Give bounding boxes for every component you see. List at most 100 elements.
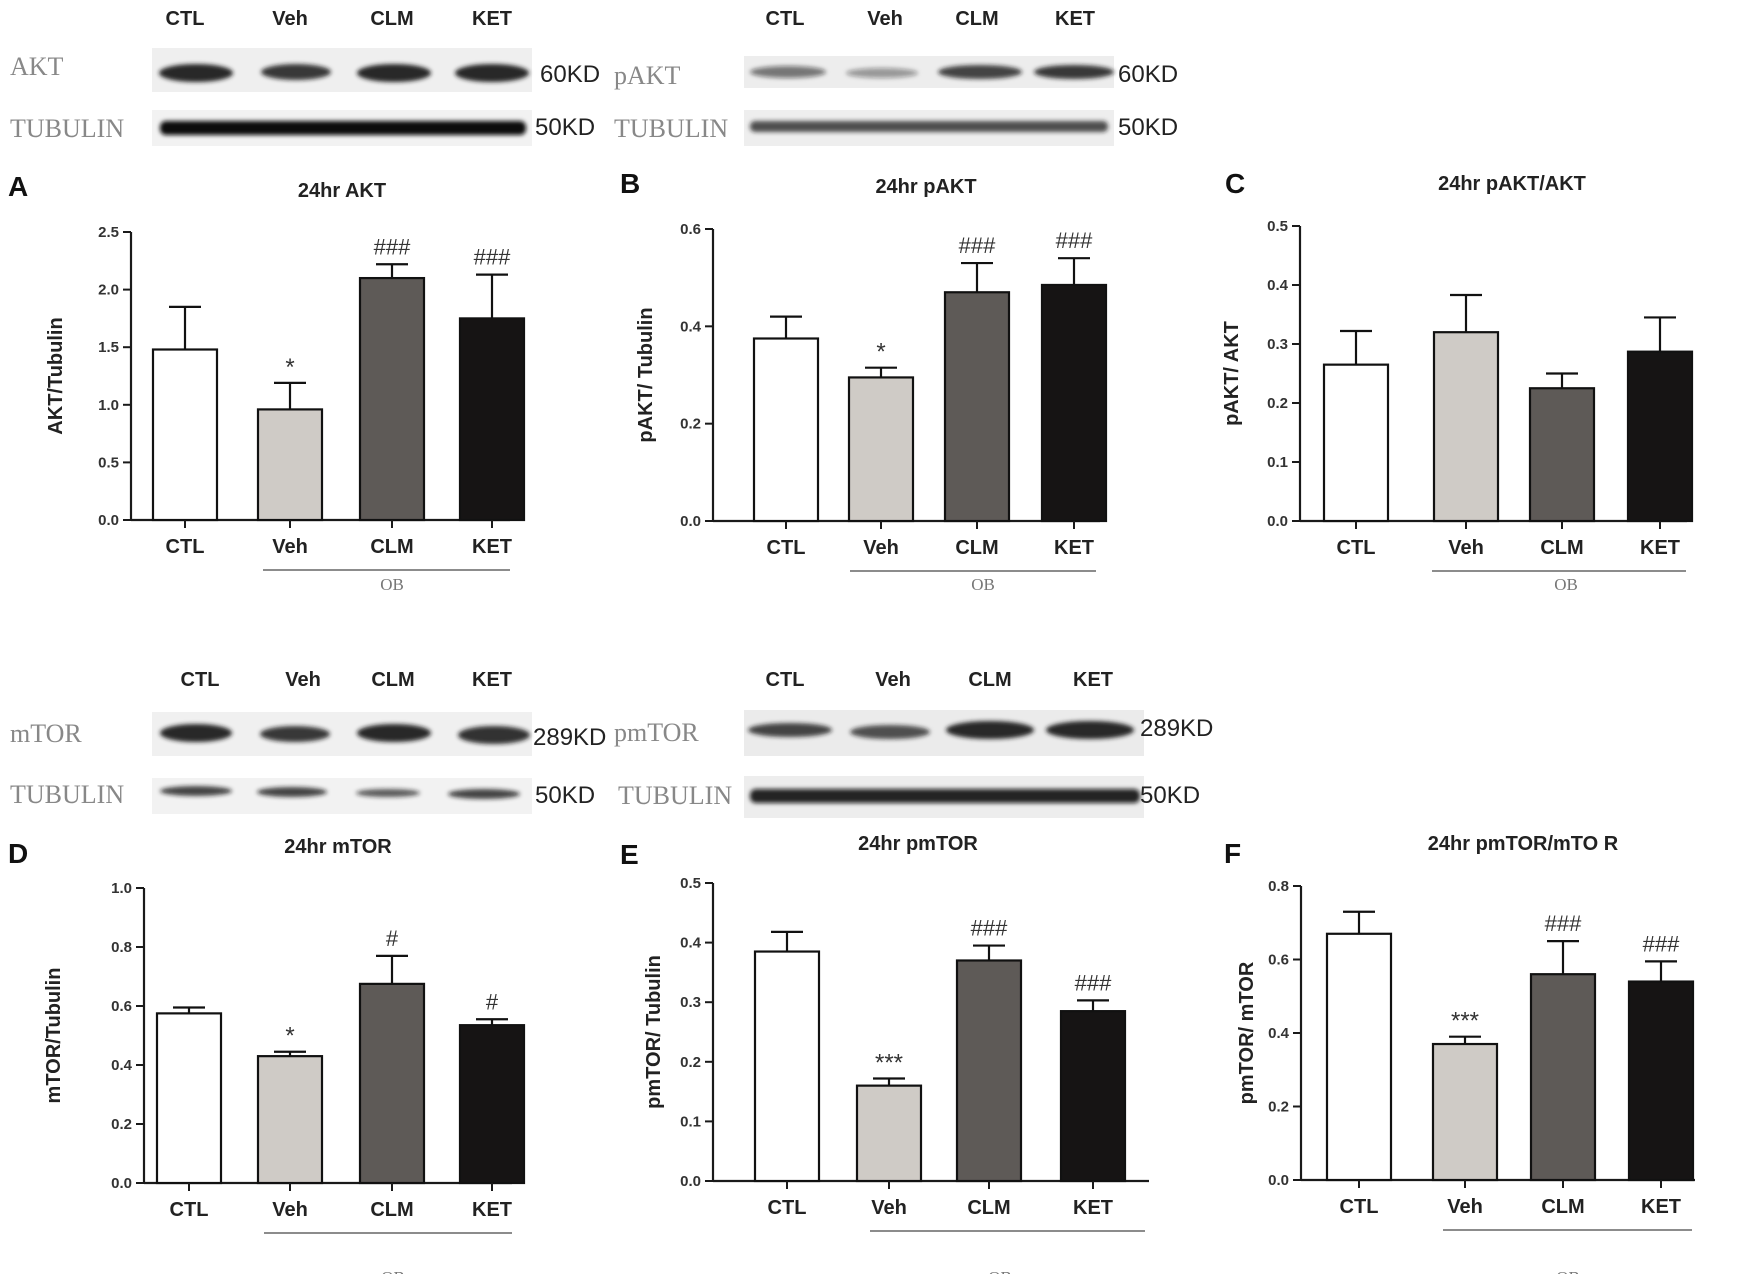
blot-group-label: KET bbox=[472, 669, 512, 691]
y-tick-label: 0.0 bbox=[1268, 1172, 1289, 1189]
blot-size-label: 289KD bbox=[1140, 715, 1213, 742]
x-tick-label: KET bbox=[1640, 537, 1680, 559]
bar-ket bbox=[1059, 1010, 1127, 1183]
bar-ctl bbox=[752, 337, 820, 523]
x-tick-label: KET bbox=[1641, 1196, 1681, 1218]
blot-bands bbox=[748, 721, 1134, 739]
blot-group-label: Veh bbox=[285, 669, 321, 691]
significance-label: ### bbox=[1075, 970, 1112, 995]
bar-veh bbox=[855, 1084, 923, 1183]
y-tick-label: 2.0 bbox=[98, 282, 119, 299]
group-label: OB bbox=[1554, 575, 1578, 594]
x-tick-label: CTL bbox=[768, 1197, 807, 1219]
bar-ctl bbox=[753, 950, 821, 1183]
x-tick-label: CTL bbox=[1337, 537, 1376, 559]
panel-letter: E bbox=[620, 839, 639, 870]
y-tick-label: 0.6 bbox=[680, 221, 701, 238]
bar-veh bbox=[256, 1055, 324, 1185]
x-tick-label: KET bbox=[1073, 1197, 1113, 1219]
blot-protein-label: TUBULIN bbox=[618, 781, 732, 810]
bar-ctl bbox=[1325, 932, 1393, 1182]
blot-size-label: 289KD bbox=[533, 724, 606, 751]
bar-veh bbox=[847, 376, 915, 523]
y-tick-label: 0.1 bbox=[1267, 454, 1288, 471]
bar-clm bbox=[1528, 387, 1596, 523]
significance-label: * bbox=[285, 1023, 294, 1050]
group-label: OB bbox=[988, 1268, 1012, 1274]
blot-group-label: Veh bbox=[272, 8, 308, 30]
x-tick-label: CTL bbox=[1340, 1196, 1379, 1218]
blot-group-label: KET bbox=[1073, 669, 1113, 691]
bar-veh bbox=[256, 408, 324, 522]
y-axis-label: AKT/Tubulin bbox=[45, 317, 67, 434]
y-axis-label: pmTOR/ Tubulin bbox=[643, 955, 665, 1109]
blot-group-label: CLM bbox=[371, 669, 414, 691]
significance-label: *** bbox=[1451, 1008, 1479, 1035]
blot-protein-label: pmTOR bbox=[614, 718, 699, 747]
chart-panel-e: E 24hr pmTOR 0.0 0.1 0.2 0.3 0.4 0.5 pmTOR/ Tubu… bbox=[620, 833, 1149, 1274]
blot-group-label: CLM bbox=[968, 669, 1011, 691]
panel-letter: A bbox=[8, 171, 28, 202]
y-axis-label: pAKT/ AKT bbox=[1221, 321, 1243, 426]
blot-bands bbox=[750, 789, 1140, 803]
y-tick-label: 0.0 bbox=[680, 513, 701, 530]
bar-clm bbox=[1529, 973, 1597, 1182]
significance-label: # bbox=[386, 926, 399, 951]
chart-title: 24hr pAKT bbox=[875, 176, 976, 198]
x-tick-label: CTL bbox=[767, 537, 806, 559]
panel-letter: F bbox=[1224, 838, 1241, 869]
chart-panel-d: D 24hr mTOR 0.0 0.2 0.4 0.6 0.8 1.0 mTOR/Tubulin… bbox=[8, 836, 526, 1274]
chart-title: 24hr pmTOR/mTO R bbox=[1428, 833, 1619, 855]
x-tick-label: KET bbox=[1054, 537, 1094, 559]
blot-block-pmtor: CTL Veh CLM KET pmTOR 289KD TUBULIN 50KD bbox=[614, 669, 1213, 818]
group-label: OB bbox=[380, 575, 404, 594]
blot-size-label: 50KD bbox=[535, 782, 595, 809]
blot-group-label: CLM bbox=[370, 8, 413, 30]
bar-clm bbox=[358, 982, 426, 1185]
y-tick-label: 0.3 bbox=[1267, 336, 1288, 353]
y-tick-label: 0.2 bbox=[680, 1054, 701, 1071]
y-axis-label: pAKT/ Tubulin bbox=[635, 307, 657, 442]
blot-group-label: Veh bbox=[875, 669, 911, 691]
y-tick-label: 0.5 bbox=[680, 875, 701, 892]
blot-protein-label: pAKT bbox=[614, 61, 681, 90]
y-tick-label: 0.8 bbox=[111, 939, 132, 956]
charts-layer: A 24hr AKT0.00.51.01.52.02.5AKT/TubulinCT… bbox=[8, 168, 1695, 1274]
chart-title: 24hr pAKT/AKT bbox=[1438, 173, 1586, 195]
chart-panel-f: F 24hr pmTOR/mTO R 0.0 0.2 0.4 0.6 0.8 pmTOR/ m… bbox=[1224, 833, 1695, 1274]
group-label: OB bbox=[1556, 1268, 1580, 1274]
blot-group-label: CTL bbox=[166, 8, 205, 30]
blot-group-label: CTL bbox=[181, 669, 220, 691]
blot-protein-label: mTOR bbox=[10, 719, 82, 748]
y-axis-label: mTOR/Tubulin bbox=[43, 968, 65, 1104]
x-tick-label: CLM bbox=[370, 1199, 413, 1221]
blot-protein-label: TUBULIN bbox=[10, 114, 124, 143]
bar-veh bbox=[1432, 331, 1500, 523]
blot-size-label: 50KD bbox=[1118, 114, 1178, 141]
bar-ket bbox=[1040, 283, 1108, 523]
x-tick-label: KET bbox=[472, 536, 512, 558]
x-tick-label: CTL bbox=[170, 1199, 209, 1221]
y-tick-label: 0.0 bbox=[680, 1173, 701, 1190]
significance-label: ### bbox=[374, 234, 411, 259]
x-tick-label: Veh bbox=[863, 537, 899, 559]
blot-group-label: CTL bbox=[766, 669, 805, 691]
x-tick-label: CLM bbox=[1541, 1196, 1584, 1218]
chart-title: 24hr AKT bbox=[298, 180, 386, 202]
blot-block-akt: CTL Veh CLM KET AKT 60KD TUBULIN 50KD bbox=[10, 8, 600, 146]
blot-size-label: 60KD bbox=[1118, 61, 1178, 88]
blot-bands bbox=[750, 121, 1108, 132]
bar-ket bbox=[458, 317, 526, 522]
y-tick-label: 0.0 bbox=[98, 512, 119, 529]
panel-letter: D bbox=[8, 838, 28, 869]
y-tick-label: 0.6 bbox=[111, 998, 132, 1015]
chart-panel-c: C 24hr pAKT/AKT 0.0 0.1 0.2 0.3 0.4 0.5 pAKT/ AK… bbox=[1221, 168, 1694, 594]
y-tick-label: 0.4 bbox=[680, 318, 702, 335]
bar-clm bbox=[955, 959, 1023, 1183]
y-tick-label: 0.4 bbox=[1267, 277, 1289, 294]
blot-bands bbox=[160, 724, 530, 744]
bar-ket bbox=[458, 1024, 526, 1185]
blot-size-label: 50KD bbox=[535, 114, 595, 141]
chart-title: 24hr mTOR bbox=[284, 836, 392, 858]
blot-group-label: Veh bbox=[867, 8, 903, 30]
